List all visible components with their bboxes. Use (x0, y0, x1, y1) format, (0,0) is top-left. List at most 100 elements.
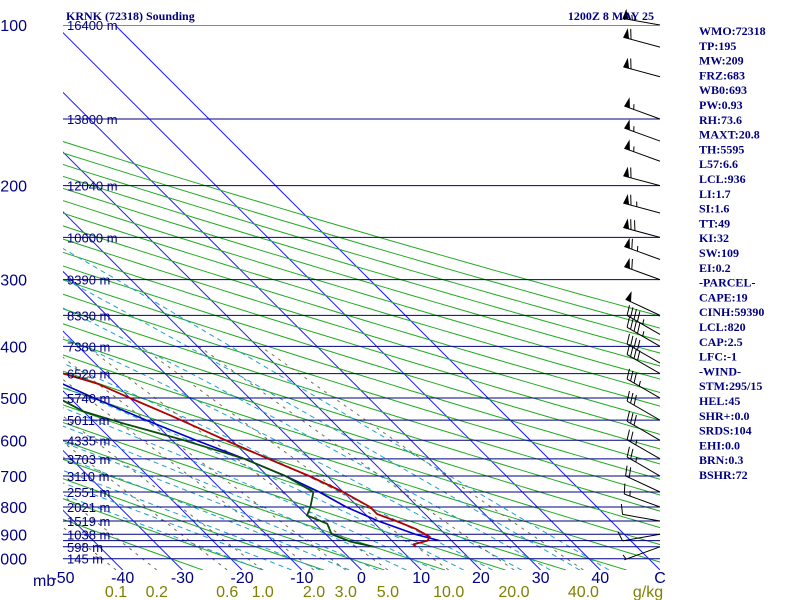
wind-barb (622, 546, 661, 561)
wind-barb (623, 57, 661, 78)
temperature-tick-label: 30 (532, 570, 550, 587)
index-value: SW:109 (699, 246, 739, 260)
wind-barb (624, 139, 661, 162)
dewpoint-profile-line (63, 399, 375, 548)
mixing-ratio-line (140, 345, 449, 570)
index-value: LCL:936 (699, 172, 746, 186)
moist-adiabat-line (63, 336, 522, 570)
height-label: 1519 m (67, 514, 110, 529)
mixing-ratio-tick-label: 40.0 (568, 584, 599, 600)
index-value: WMO:72318 (699, 24, 766, 38)
dry-adiabat-line (63, 518, 203, 570)
index-value: SI:1.6 (699, 202, 729, 216)
mixing-ratio-line (63, 526, 117, 570)
wind-barb (623, 483, 661, 508)
height-label: 3110 m (67, 469, 109, 484)
index-value: EHI:0.0 (699, 438, 740, 452)
height-label: 16400 m (67, 18, 118, 33)
dry-adiabat-line (63, 265, 660, 450)
index-value: LFC:-1 (699, 350, 737, 364)
pressure-tick-label: 500 (0, 391, 27, 408)
mixing-ratio-tick-label: 0.2 (146, 584, 168, 600)
mixing-ratio-tick-label: 5.0 (377, 584, 399, 600)
wind-barb (626, 317, 661, 347)
dry-adiabat-line (63, 323, 660, 512)
dry-adiabat-line (63, 225, 660, 407)
mixing-ratio-tick-label: 3.0 (335, 584, 357, 600)
height-label: 3703 m (67, 452, 110, 467)
index-value: TP:195 (699, 39, 736, 53)
chart-title-left: KRNK (72318) Sounding (66, 9, 195, 23)
dry-adiabat-line (63, 293, 660, 480)
dry-adiabat-line (63, 187, 660, 367)
moist-adiabat-line (63, 307, 551, 570)
pressure-tick-label: 100 (0, 18, 27, 35)
parcel-path-line (63, 383, 440, 542)
moist-adiabat-line (63, 386, 464, 570)
dry-adiabat-line (63, 163, 660, 342)
index-value: BRN:0.3 (699, 453, 743, 467)
dry-adiabat-line (63, 251, 660, 435)
dry-adiabat-line (63, 458, 385, 570)
index-value: LI:1.7 (699, 187, 731, 201)
height-label: 5011 m (67, 413, 109, 428)
moist-adiabat-line (63, 247, 610, 570)
temperature-tick-label: 10 (412, 570, 430, 587)
index-value: FRZ:683 (699, 68, 745, 82)
index-value: L57:6.6 (699, 157, 738, 171)
wind-barb (623, 193, 661, 214)
pressure-tick-label: 400 (0, 339, 27, 356)
isotherm-line (63, 211, 422, 570)
isotherm-line (63, 270, 362, 570)
mixing-ratio-line (85, 345, 389, 570)
temperature-tick-label: -10 (290, 570, 313, 587)
pressure-tick-label: 1000 (0, 552, 27, 569)
pressure-tick-label: 900 (0, 527, 27, 544)
mixing-ratio-tick-label: 10.0 (433, 584, 464, 600)
wind-barb (626, 368, 661, 399)
wind-barb (626, 429, 661, 460)
index-value: MW:209 (699, 54, 744, 68)
index-value: LCL:820 (699, 320, 746, 334)
index-value: CINH:59390 (699, 305, 764, 319)
mixing-ratio-line (63, 415, 264, 570)
height-label: 12040 m (67, 179, 118, 194)
index-value: PW:0.93 (699, 98, 743, 112)
wind-barb (625, 465, 661, 493)
temperature-tick-label: -20 (231, 570, 254, 587)
height-label: 1038 m (67, 527, 110, 542)
moist-adiabat-line (63, 494, 263, 570)
height-label: 4335 m (67, 433, 110, 448)
wind-barb (626, 390, 661, 421)
index-value: CAP:2.5 (699, 335, 743, 349)
temperature-tick-label: -40 (111, 570, 134, 587)
height-label: 6520 m (67, 367, 110, 382)
dry-adiabat-line (63, 175, 660, 354)
index-value: CAPE:19 (699, 290, 748, 304)
pressure-tick-label: 800 (0, 500, 27, 517)
profile-lines (63, 372, 440, 548)
wind-barb (617, 531, 661, 542)
index-value: SHR+:0.0 (699, 409, 750, 423)
height-label: 9390 m (67, 273, 110, 288)
dry-adiabat-line (63, 200, 660, 380)
pressure-tick-label: 200 (0, 179, 27, 196)
dry-adiabat-line (63, 152, 660, 329)
indices-panel: WMO:72318TP:195MW:209FRZ:683WB0:693PW:0.… (699, 24, 766, 482)
moist-adiabat-line (63, 277, 580, 570)
wind-barb (622, 8, 661, 26)
dry-adiabat-line (63, 338, 660, 529)
pressure-tick-label: 600 (0, 433, 27, 450)
isotherm-line (63, 91, 541, 570)
height-label: 2551 m (67, 485, 110, 500)
mixing-ratio-line (63, 494, 158, 570)
moist-adiabat-line (63, 441, 379, 570)
wind-barb (626, 411, 661, 441)
dry-adiabat-line (63, 440, 446, 570)
wind-barb (626, 344, 661, 375)
isotherm-line (63, 390, 243, 570)
mixing-ratio-tick-label: g/kg (633, 584, 663, 600)
dry-adiabat-line (63, 212, 660, 393)
index-value: -WIND- (699, 364, 741, 378)
